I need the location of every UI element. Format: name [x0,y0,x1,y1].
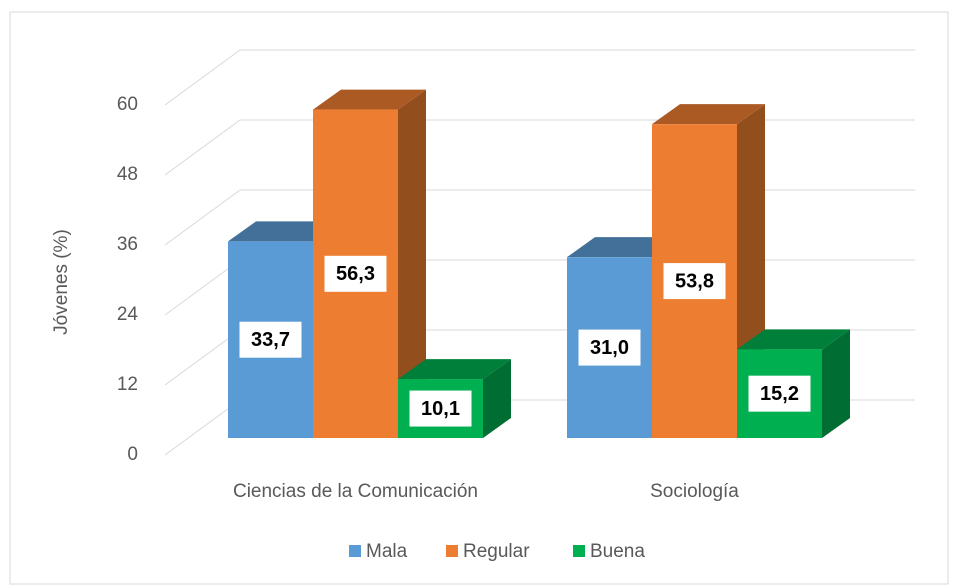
x-tick-label: Sociología [650,481,739,502]
bar-side [398,89,426,438]
y-tick-label: 48 [117,164,138,185]
legend-swatch [446,545,458,557]
bar-top [652,104,765,125]
bar-top [398,359,511,380]
y-tick-label: 24 [117,304,139,325]
bar-top [313,89,426,110]
y-tick-label: 60 [117,94,138,115]
grid-line [164,259,241,316]
value-label: 33,7 [251,329,290,351]
value-label: 56,3 [336,263,375,285]
value-label-box [324,255,387,292]
y-tick-label: 36 [117,234,138,255]
value-label: 31,0 [590,337,629,359]
y-axis-title: Jóvenes (%) [51,229,72,335]
legend-label: Buena [590,541,645,562]
value-label-box [239,321,302,358]
x-tick-label: Ciencias de la Comunicación [233,481,478,502]
value-label-box [748,375,811,412]
bar-top [228,221,341,242]
legend-label: Mala [366,541,408,562]
value-label-box [409,390,472,427]
chart-border [9,11,949,585]
grid-line [164,189,241,246]
grid-line [164,329,241,386]
value-label: 15,2 [760,383,799,405]
legend-swatch [573,545,585,557]
value-label: 53,8 [675,270,714,292]
legend-label: Regular [463,541,530,562]
grid-line [164,119,241,176]
bar-top [567,237,680,258]
bar-top [737,329,850,350]
y-tick-label: 0 [127,444,138,465]
y-tick-label: 12 [117,374,138,395]
grid-line [164,399,241,456]
legend-swatch [349,545,361,557]
bar-side [822,329,850,438]
value-label-box [663,263,726,300]
value-label-box [578,329,641,366]
bar-side [483,359,511,438]
grid-line [164,49,241,106]
value-label: 10,1 [421,398,460,420]
